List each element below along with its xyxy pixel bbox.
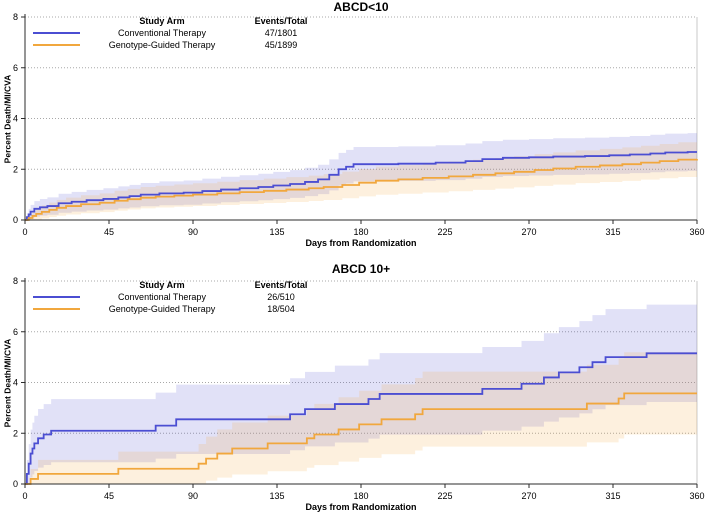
y-axis-label-box: Percent Death/MI/CVA [0, 281, 14, 484]
legend-events-conventional: 47/1801 [264, 28, 298, 38]
legend-events-genotype: 18/504 [267, 304, 295, 314]
svg-text:225: 225 [437, 227, 452, 237]
svg-text:0: 0 [13, 215, 18, 225]
panel-abcd-lt10: 0 2 4 6 8 0 45 90 135 180 225 270 315 360 ABCD<10 Per… [0, 0, 705, 248]
svg-text:315: 315 [605, 491, 620, 501]
svg-text:90: 90 [188, 491, 198, 501]
legend-events-header: Events/Total [254, 16, 308, 26]
x-axis-label: Days from Randomization [305, 238, 417, 248]
legend-row-genotype: Genotype-Guided Therapy 45/1899 [28, 39, 324, 51]
svg-text:4: 4 [13, 378, 18, 388]
svg-text:360: 360 [689, 491, 704, 501]
genotype-line-swatch [28, 308, 86, 310]
legend-label-conventional: Conventional Therapy [118, 28, 206, 38]
conventional-line-swatch [28, 296, 86, 298]
y-axis-label-box: Percent Death/MI/CVA [0, 17, 14, 220]
legend-header-row: Study Arm Events/Total [28, 279, 324, 291]
legend-header-row: Study Arm Events/Total [28, 15, 324, 27]
genotype-line-swatch [28, 44, 86, 46]
svg-text:180: 180 [353, 227, 368, 237]
genotype-line-icon [33, 308, 80, 310]
svg-text:135: 135 [269, 491, 284, 501]
genotype-line-icon [33, 44, 80, 46]
svg-text:315: 315 [605, 227, 620, 237]
conventional-line-icon [33, 296, 80, 298]
legend-label-genotype: Genotype-Guided Therapy [108, 40, 216, 50]
svg-text:135: 135 [269, 227, 284, 237]
page-title-2: ABCD 10+ [331, 262, 391, 276]
legend: Study Arm Events/Total Conventional Ther… [28, 15, 324, 51]
svg-text:0: 0 [22, 491, 27, 501]
svg-text:360: 360 [689, 227, 704, 237]
conventional-line-swatch [28, 32, 86, 34]
svg-text:45: 45 [104, 227, 114, 237]
conventional-line-icon [33, 32, 80, 34]
svg-text:90: 90 [188, 227, 198, 237]
svg-text:6: 6 [13, 327, 18, 337]
chart-canvas-abcd-lt10: 0 2 4 6 8 0 45 90 135 180 225 270 315 360 [13, 12, 705, 237]
svg-text:6: 6 [13, 63, 18, 73]
legend-events-header: Events/Total [254, 280, 308, 290]
legend-label-conventional: Conventional Therapy [118, 292, 206, 302]
svg-text:0: 0 [22, 227, 27, 237]
legend: Study Arm Events/Total Conventional Ther… [28, 279, 324, 315]
chart-canvas-abcd-10plus: 0 2 4 6 8 0 45 90 135 180 225 270 315 360 [13, 276, 705, 501]
legend-row-conventional: Conventional Therapy 26/510 [28, 291, 324, 303]
legend-study-arm-header: Study Arm [139, 280, 185, 290]
svg-text:45: 45 [104, 491, 114, 501]
x-axis-label: Days from Randomization [305, 502, 417, 512]
svg-text:8: 8 [13, 12, 18, 22]
page-title: ABCD<10 [333, 0, 389, 14]
svg-text:2: 2 [13, 428, 18, 438]
legend-label-genotype: Genotype-Guided Therapy [108, 304, 216, 314]
y-axis-label: Percent Death/MI/CVA [2, 74, 13, 163]
legend-row-conventional: Conventional Therapy 47/1801 [28, 27, 324, 39]
svg-text:180: 180 [353, 491, 368, 501]
svg-text:4: 4 [13, 114, 18, 124]
svg-text:225: 225 [437, 491, 452, 501]
legend-study-arm-header: Study Arm [139, 16, 185, 26]
legend-events-conventional: 26/510 [267, 292, 295, 302]
svg-text:2: 2 [13, 164, 18, 174]
svg-text:8: 8 [13, 276, 18, 286]
legend-events-genotype: 45/1899 [264, 40, 298, 50]
svg-text:270: 270 [521, 491, 536, 501]
legend-row-genotype: Genotype-Guided Therapy 18/504 [28, 303, 324, 315]
y-axis-label: Percent Death/MI/CVA [2, 338, 13, 427]
svg-text:0: 0 [13, 479, 18, 489]
panel-abcd-10plus: 0 2 4 6 8 0 45 90 135 180 225 270 315 360 ABCD 10+ Pe… [0, 262, 709, 523]
svg-text:270: 270 [521, 227, 536, 237]
